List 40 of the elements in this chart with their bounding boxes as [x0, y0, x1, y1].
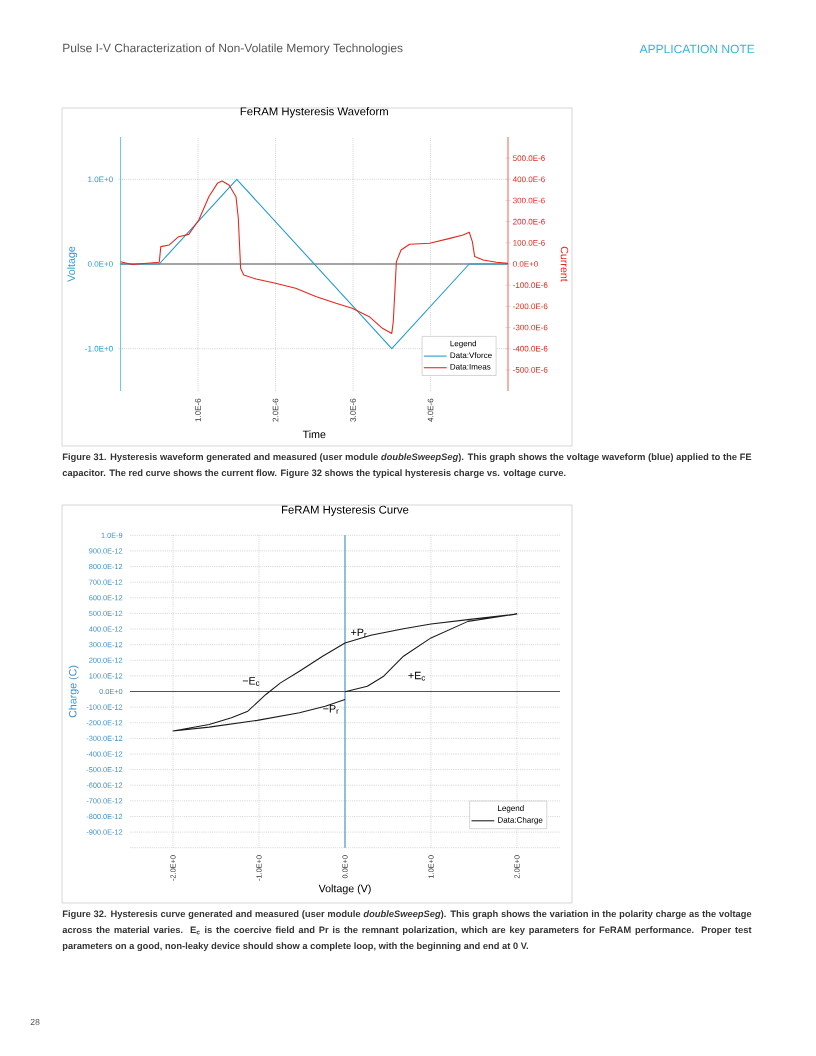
x-tick-label: 3.0E-6	[350, 398, 356, 422]
legend-label: Data:Imeas	[450, 363, 491, 370]
y2-axis-title: Current	[560, 246, 569, 282]
text: 28	[30, 1018, 40, 1026]
legend-title: Legend	[498, 805, 524, 813]
y2-tick-label: -300.0E-6	[513, 324, 548, 331]
y-tick-label: -1.0E+0	[85, 345, 113, 352]
legend-title: Legend	[450, 340, 477, 348]
chart-title: FeRAM Hysteresis Waveform	[240, 107, 388, 118]
y2-tick-label: 100.0E-6	[513, 239, 545, 246]
y2-tick-label: -100.0E-6	[513, 282, 548, 288]
y2-tick-label: 200.0E-6	[513, 218, 545, 225]
x-tick-label: 4.0E-6	[427, 398, 434, 422]
text: APPLICATION NOTE	[639, 44, 755, 54]
y-axis-title: Voltage	[67, 246, 78, 282]
y2-tick-label: -200.0E-6	[513, 303, 548, 310]
line-series	[172, 613, 518, 732]
x-tick-label: 1.0E-6	[195, 398, 201, 422]
x-axis-title: Voltage (V)	[318, 884, 371, 895]
y-tick-label: 1.0E+0	[88, 176, 113, 183]
y-tick-label: 0.0E+0	[87, 261, 113, 267]
annotation: −E$_{c}$	[242, 677, 260, 686]
y2-tick-label: 300.0E-6	[513, 197, 545, 204]
legend-label: Data:Vforce	[450, 352, 492, 359]
annotation: −P$_{r}$	[323, 705, 339, 714]
y-axis-title: Charge (C)	[68, 665, 79, 718]
annotation: +P$_{r}$	[351, 628, 367, 638]
annotation: +E$_{c}$	[408, 671, 426, 681]
caption: Figure 31. Hysteresis waveform generated and measured (user module doubleSweepSeg). This graph shows the voltage waveform (blue) applied to the FE capacitor. The red curve shows the current flow. Figure 32 shows the typical hysteresis charge vs. voltage curve.	[62, 453, 752, 479]
x-tick-label: 2.0E-6	[272, 398, 279, 422]
y2-tick-label: 400.0E-6	[512, 176, 545, 183]
x-axis-title: Time	[302, 430, 326, 439]
text: Pulse I-V Characterization of Non-Volatile Memory Technologies	[63, 43, 403, 55]
y2-tick-label: -400.0E-6	[513, 345, 548, 352]
y2-tick-label: 500.0E-6	[513, 155, 545, 161]
legend-label: Data:Charge	[498, 816, 543, 825]
text: Figure 32. Hysteresis curve generated and measured (user module doubleSweepSeg). This graph shows the variation in the polarity charge as the voltage across the material varies. E$_{c}$ is the coercive field and Pr is the remnant polarization, which are key parameters for FeRAM performance. Proper test parameters on a good, non-leaky device should show a complete loop, with the beginning and end at 0 V.	[62, 910, 752, 952]
y2-tick-label: -500.0E-6	[513, 367, 548, 373]
y2-tick-label: 0.0E+0	[513, 261, 538, 267]
chart-title: FeRAM Hysteresis Curve	[282, 505, 409, 516]
